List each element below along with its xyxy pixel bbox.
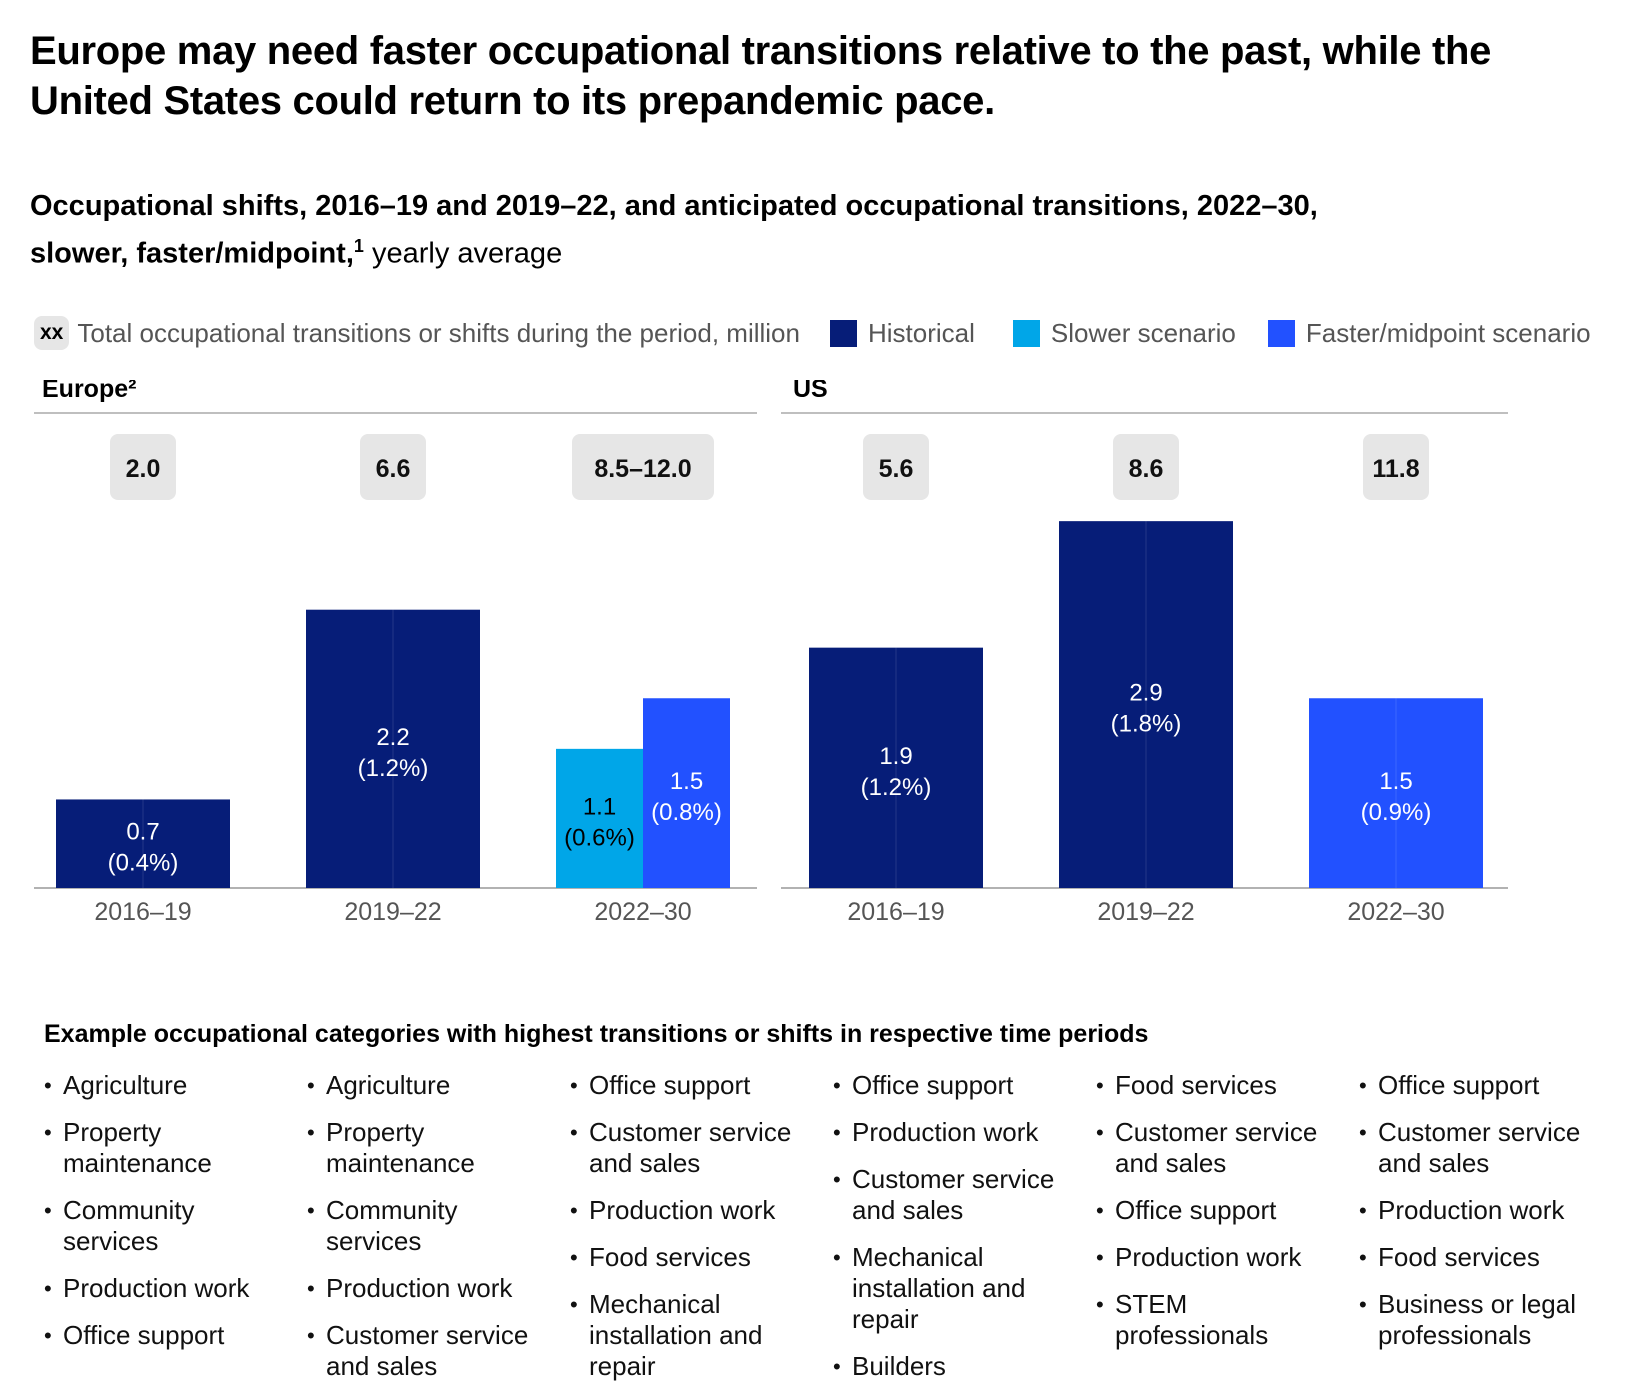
list-item: Agriculture <box>307 1070 557 1101</box>
list-item: Office support <box>44 1320 294 1351</box>
bar <box>643 698 730 888</box>
list-item: Office support <box>1359 1070 1609 1101</box>
footnote-marker: 1 <box>353 236 364 256</box>
list-item: Production work <box>307 1273 557 1304</box>
legend-faster-label: Faster/midpoint scenario <box>1305 317 1591 348</box>
categories-title: Example occupational categories with hig… <box>44 1020 1149 1048</box>
subtitle-bold: Occupational shifts, 2016–19 and 2019–22… <box>30 190 1318 270</box>
total-label: 6.6 <box>376 455 411 483</box>
list-item: Office support <box>570 1070 820 1101</box>
data-label-share: (0.4%) <box>108 850 179 877</box>
subtitle-rest: yearly average <box>363 237 563 270</box>
data-label-share: (1.2%) <box>861 774 932 801</box>
legend-faster: Faster/midpoint scenario <box>1267 317 1591 349</box>
bar <box>1309 698 1483 888</box>
category-list: Office support Customer service and sales… <box>1359 1070 1609 1367</box>
list-item: Office support <box>1096 1195 1346 1226</box>
data-label-share: (1.8%) <box>1111 711 1182 738</box>
europe-panel-title: Europe² <box>42 380 136 403</box>
category-list: Agriculture Property maintenance Community… <box>44 1070 294 1367</box>
bar <box>56 799 230 888</box>
list-item: Food services <box>1096 1070 1346 1101</box>
list-item: Property maintenance <box>307 1117 557 1179</box>
list-item: Business or legal professionals <box>1359 1289 1609 1351</box>
list-item: Customer service and sales <box>307 1320 557 1382</box>
data-label: 1.9 <box>879 743 912 770</box>
bar <box>556 748 643 888</box>
data-label-share: (0.8%) <box>651 799 722 826</box>
category-list: Agriculture Property maintenance Community… <box>307 1070 557 1398</box>
total-box <box>1363 434 1429 500</box>
data-label: 0.7 <box>126 819 159 846</box>
data-label-share: (0.6%) <box>564 824 635 851</box>
legend-total-label: Total occupational transitions or shifts… <box>77 317 800 348</box>
legend-historical: Historical <box>829 317 975 349</box>
legend: xx Total occupational transitions or shi… <box>34 313 1624 353</box>
legend-slower-swatch <box>1012 319 1040 347</box>
list-item: STEM professionals <box>1096 1289 1346 1351</box>
data-label-share: (1.2%) <box>358 755 429 782</box>
total-label: 11.8 <box>1372 455 1419 483</box>
bar <box>1059 521 1233 888</box>
list-item: Customer service and sales <box>1096 1117 1346 1179</box>
list-item: Community services <box>44 1195 294 1257</box>
list-item: Production work <box>570 1195 820 1226</box>
list-item: Food services <box>1359 1242 1609 1273</box>
data-label: 1.5 <box>670 768 703 795</box>
total-box <box>863 434 929 500</box>
category-list: Office support Production work Customer se… <box>833 1070 1083 1398</box>
total-box <box>572 434 714 500</box>
data-label: 2.9 <box>1129 680 1162 707</box>
category-list: Food services Customer service and sales O… <box>1096 1070 1346 1367</box>
list-item: Builders <box>833 1351 1083 1382</box>
data-label-share: (0.9%) <box>1361 799 1432 826</box>
legend-slower: Slower scenario <box>1012 317 1236 349</box>
legend-slower-label: Slower scenario <box>1050 317 1236 348</box>
legend-faster-swatch <box>1267 319 1295 347</box>
bar <box>809 647 983 888</box>
list-item: Mechanical installation and repair <box>570 1289 820 1382</box>
legend-total: xx Total occupational transitions or shi… <box>34 316 800 350</box>
data-label: 1.5 <box>1379 768 1412 795</box>
us-panel-title: US <box>793 380 828 403</box>
total-box <box>360 434 426 500</box>
x-tick-label: 2022–30 <box>594 898 691 926</box>
list-item: Agriculture <box>44 1070 294 1101</box>
list-item: Community services <box>307 1195 557 1257</box>
list-item: Food services <box>570 1242 820 1273</box>
legend-total-marker: xx <box>34 316 70 350</box>
list-item: Office support <box>833 1070 1083 1101</box>
list-item: Mechanical installation and repair <box>833 1242 1083 1335</box>
legend-historical-swatch <box>829 319 857 347</box>
chart-subtitle: Occupational shifts, 2016–19 and 2019–22… <box>30 186 1330 274</box>
data-label: 1.1 <box>583 793 616 820</box>
list-item: Production work <box>1359 1195 1609 1226</box>
x-tick-label: 2019–22 <box>344 898 441 926</box>
total-box <box>1113 434 1179 500</box>
list-item: Customer service and sales <box>570 1117 820 1179</box>
list-item: Production work <box>44 1273 294 1304</box>
chart-title: Europe may need faster occupational tran… <box>30 29 1492 123</box>
bar-chart: Europe² 2.0 2016–19 0.7 (0.4%) 6.6 2019–22 2.2 (… <box>34 380 1508 926</box>
x-tick-label: 2016–19 <box>847 898 944 926</box>
data-label: 2.2 <box>376 724 409 751</box>
x-tick-label: 2019–22 <box>1097 898 1194 926</box>
x-tick-label: 2022–30 <box>1347 898 1444 926</box>
total-label: 2.0 <box>126 455 161 483</box>
list-item: Production work <box>833 1117 1083 1148</box>
total-label: 5.6 <box>879 455 914 483</box>
list-item: Customer service and sales <box>1359 1117 1609 1179</box>
x-tick-label: 2016–19 <box>94 898 191 926</box>
list-item: Property maintenance <box>44 1117 294 1179</box>
list-item: Production work <box>1096 1242 1346 1273</box>
bar <box>306 609 480 888</box>
total-label: 8.6 <box>1129 455 1164 483</box>
list-item: Customer service and sales <box>833 1164 1083 1226</box>
total-box <box>110 434 176 500</box>
category-list: Office support Customer service and sales… <box>570 1070 820 1398</box>
total-label: 8.5–12.0 <box>594 455 691 483</box>
legend-historical-label: Historical <box>867 317 975 348</box>
